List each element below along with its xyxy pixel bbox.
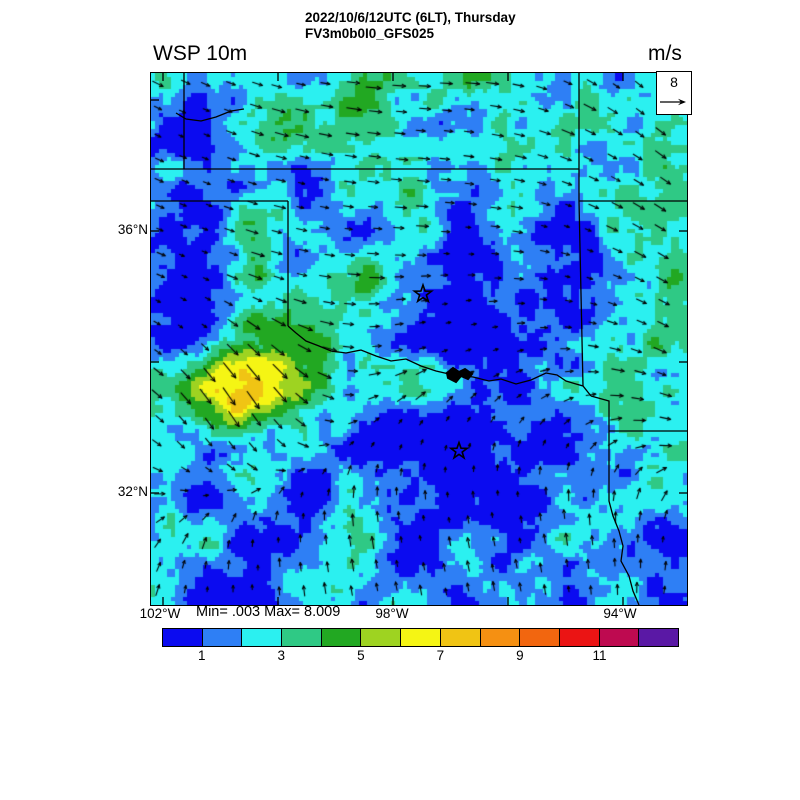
city-star-marker <box>448 440 470 460</box>
colorbar <box>162 628 679 647</box>
colorbar-segment <box>321 629 362 646</box>
wind-speed-field-canvas <box>151 73 687 605</box>
reference-vector-value: 8 <box>670 74 678 90</box>
lat-tick-label-32n: 32°N <box>117 484 148 499</box>
lon-tick-label-102w: 102°W <box>139 606 181 621</box>
min-max-label: Min= .003 Max= 8.009 <box>196 604 341 620</box>
lat-tick-label-36n: 36°N <box>117 222 148 237</box>
colorbar-segment <box>242 629 283 646</box>
lon-tick-label-94w: 94°W <box>603 606 637 621</box>
plot-title-model-line: FV3m0b0I0_GFS025 <box>305 26 435 41</box>
colorbar-segment <box>559 629 600 646</box>
colorbar-segment <box>401 629 441 646</box>
reference-vector-box: 8 <box>656 71 692 115</box>
colorbar-segment <box>202 629 243 646</box>
colorbar-tick-label: 3 <box>277 648 286 663</box>
colorbar-segment <box>440 629 481 646</box>
plot-title: 2022/10/6/12UTC (6LT), Thursday FV3m0b0I… <box>305 10 516 42</box>
colorbar-tick-label: 7 <box>436 648 445 663</box>
colorbar-tick-label: 11 <box>592 648 607 663</box>
colorbar-tick-label: 5 <box>357 648 365 663</box>
colorbar-segment <box>163 629 203 646</box>
colorbar-tick-labels: 1 3 5 7 9 11 <box>162 648 679 664</box>
colorbar-tick-label: 9 <box>516 648 524 663</box>
colorbar-segment <box>639 629 678 646</box>
lake-texoma <box>445 366 474 384</box>
reference-vector-arrow-icon <box>660 98 686 106</box>
city-star-marker <box>412 282 434 304</box>
colorbar-segment <box>599 629 640 646</box>
colorbar-segment <box>361 629 402 646</box>
colorbar-segment <box>520 629 560 646</box>
colorbar-segment <box>282 629 322 646</box>
colorbar-segment <box>480 629 521 646</box>
units-label: m/s <box>648 42 682 65</box>
plot-title-date-line: 2022/10/6/12UTC (6LT), Thursday <box>305 10 516 25</box>
lon-tick-label-98w: 98°W <box>375 606 409 621</box>
map-frame: 8 <box>150 71 692 606</box>
colorbar-tick-label: 1 <box>198 648 206 663</box>
variable-label: WSP 10m <box>153 42 248 65</box>
geo-borders-overlay <box>151 73 687 605</box>
